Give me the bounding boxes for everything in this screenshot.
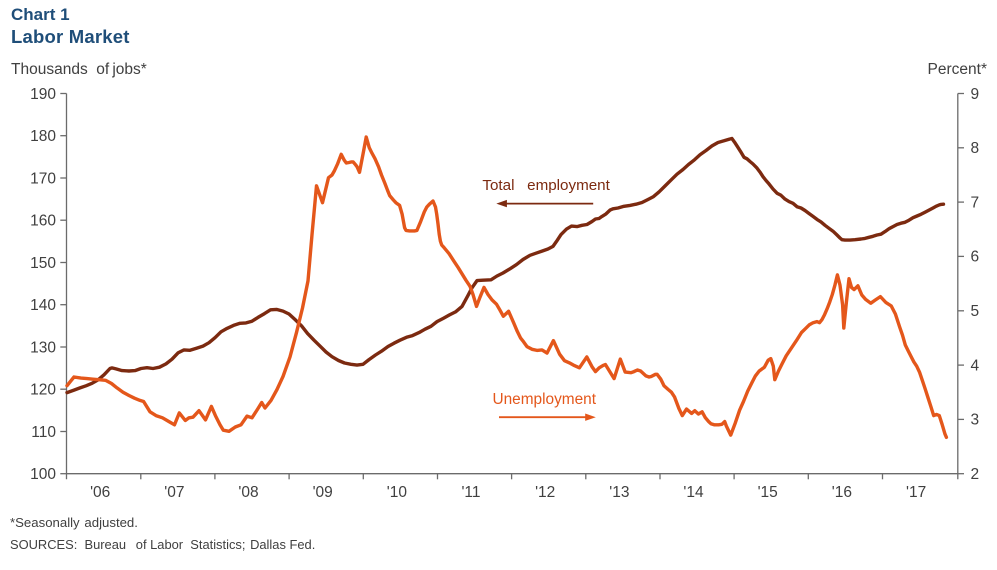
svg-text:6: 6 [971,249,980,266]
svg-text:'12: '12 [535,484,555,501]
svg-text:150: 150 [30,255,56,272]
svg-text:'13: '13 [609,484,629,501]
svg-text:'06: '06 [90,484,110,501]
svg-text:120: 120 [30,382,56,399]
svg-text:8: 8 [971,140,980,157]
svg-text:9: 9 [971,86,980,103]
svg-text:130: 130 [30,340,56,357]
svg-text:2: 2 [971,466,980,483]
svg-text:'15: '15 [758,484,778,501]
svg-text:4: 4 [971,357,980,374]
svg-text:3: 3 [971,412,980,429]
svg-text:'09: '09 [313,484,333,501]
svg-text:Unemployment: Unemployment [493,391,597,408]
svg-text:180: 180 [30,128,56,145]
svg-text:'08: '08 [238,484,258,501]
svg-text:'11: '11 [461,484,480,501]
svg-text:'14: '14 [683,484,704,501]
svg-text:140: 140 [30,297,56,314]
svg-text:'17: '17 [906,484,926,501]
svg-text:110: 110 [31,424,56,441]
svg-text:Total employment: Total employment [482,177,610,194]
svg-text:'07: '07 [164,484,184,501]
svg-text:190: 190 [30,86,56,103]
svg-text:'16: '16 [832,484,852,501]
svg-text:'10: '10 [387,484,408,501]
svg-text:100: 100 [30,466,56,483]
svg-text:5: 5 [971,303,980,320]
svg-text:160: 160 [30,213,56,230]
svg-text:7: 7 [971,194,980,211]
svg-text:170: 170 [30,171,56,188]
